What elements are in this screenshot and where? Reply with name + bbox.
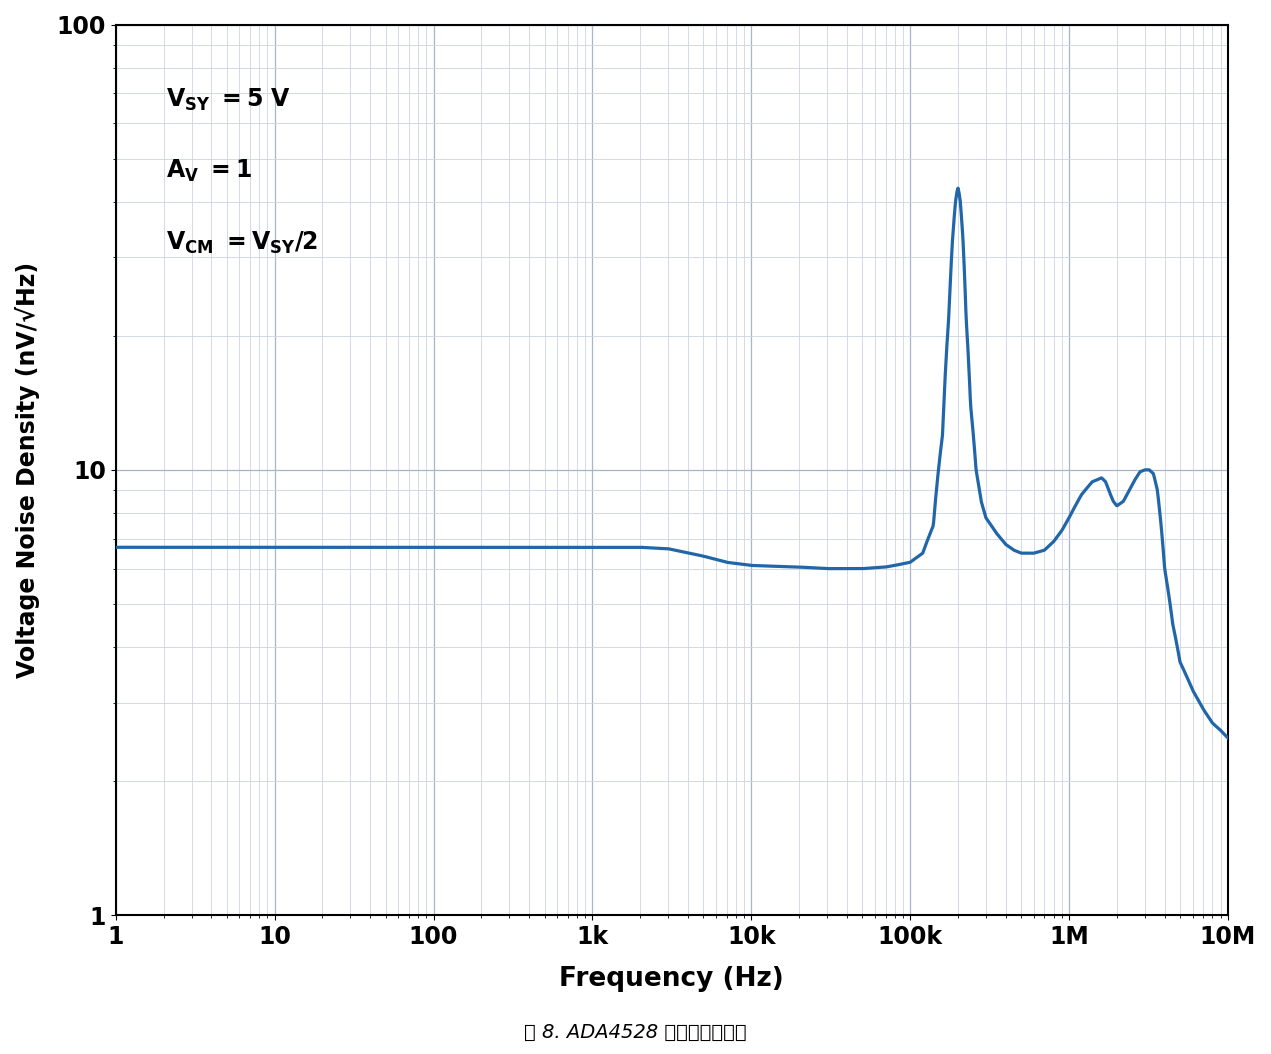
Text: $\mathbf{A_V}$ $\mathbf{= 1}$: $\mathbf{A_V}$ $\mathbf{= 1}$ xyxy=(165,158,252,184)
Text: $\mathbf{V_{CM}}$ $\mathbf{= V_{SY}/2}$: $\mathbf{V_{CM}}$ $\mathbf{= V_{SY}/2}$ xyxy=(165,230,318,255)
X-axis label: Frequency (Hz): Frequency (Hz) xyxy=(559,965,784,992)
Text: 图 8. ADA4528 的噪声密度曲线: 图 8. ADA4528 的噪声密度曲线 xyxy=(524,1023,747,1042)
Y-axis label: Voltage Noise Density (nV/√Hz): Voltage Noise Density (nV/√Hz) xyxy=(15,261,39,678)
Text: $\mathbf{V_{SY}}$ $\mathbf{= 5\ V}$: $\mathbf{V_{SY}}$ $\mathbf{= 5\ V}$ xyxy=(165,86,291,113)
